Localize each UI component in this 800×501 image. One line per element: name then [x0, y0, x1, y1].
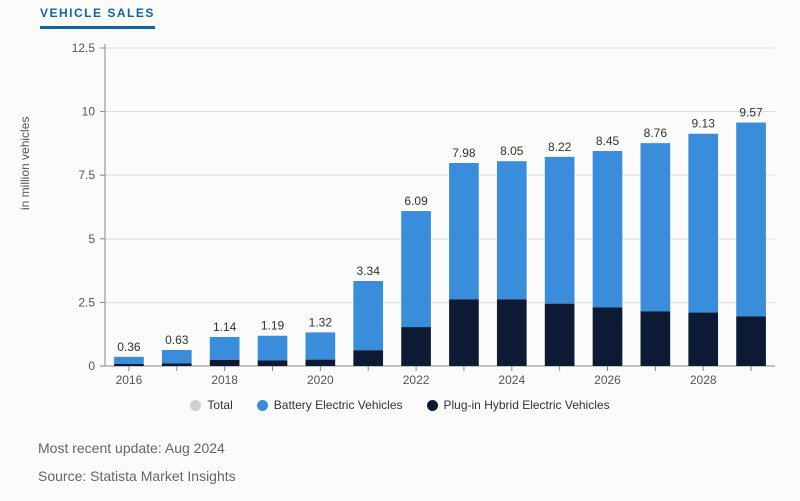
bar-value-label: 1.32: [309, 315, 333, 329]
bar-phev[interactable]: [497, 299, 527, 366]
legend-swatch: [190, 400, 201, 411]
bar-phev[interactable]: [353, 350, 383, 366]
y-tick-label: 5: [88, 232, 95, 246]
bar-phev[interactable]: [258, 360, 288, 366]
source-note: Source: Statista Market Insights: [38, 468, 236, 484]
x-tick-label: 2026: [594, 373, 621, 387]
legend-swatch: [257, 400, 268, 411]
bar-phev[interactable]: [688, 313, 718, 366]
legend-item[interactable]: Plug-in Hybrid Electric Vehicles: [427, 398, 610, 412]
y-tick-label: 12.5: [72, 41, 96, 55]
bar-value-label: 8.76: [644, 126, 668, 140]
bar-value-label: 8.45: [596, 134, 620, 148]
bar-value-label: 8.22: [548, 140, 572, 154]
bar-bev[interactable]: [641, 143, 671, 311]
bar-phev[interactable]: [210, 360, 240, 366]
bar-phev[interactable]: [545, 304, 575, 366]
y-tick-label: 0: [88, 359, 95, 373]
x-tick-label: 2016: [116, 373, 143, 387]
bar-value-label: 6.09: [404, 194, 428, 208]
x-tick-label: 2022: [403, 373, 430, 387]
bar-bev[interactable]: [449, 163, 479, 299]
bar-bev[interactable]: [497, 161, 527, 299]
update-note: Most recent update: Aug 2024: [38, 440, 225, 456]
bar-phev[interactable]: [641, 311, 671, 366]
x-tick-label: 2024: [498, 373, 525, 387]
bar-phev[interactable]: [736, 316, 766, 366]
bar-value-label: 1.14: [213, 320, 237, 334]
y-tick-label: 7.5: [78, 168, 95, 182]
x-tick-label: 2020: [307, 373, 334, 387]
legend: Total Battery Electric Vehicles Plug-in Hy…: [0, 398, 800, 414]
y-tick-label: 2.5: [78, 295, 95, 309]
bar-phev[interactable]: [114, 364, 144, 366]
bar-value-label: 9.57: [739, 106, 763, 120]
legend-item[interactable]: Battery Electric Vehicles: [257, 398, 403, 412]
bar-phev[interactable]: [162, 363, 192, 366]
bar-bev[interactable]: [688, 134, 718, 313]
bar-bev[interactable]: [258, 336, 288, 361]
bar-value-label: 9.13: [692, 117, 716, 131]
bar-phev[interactable]: [593, 307, 623, 366]
bar-bev[interactable]: [114, 357, 144, 364]
bar-value-label: 0.36: [117, 340, 141, 354]
bar-bev[interactable]: [736, 123, 766, 317]
legend-item[interactable]: Total: [190, 398, 232, 412]
y-tick-label: 10: [82, 105, 96, 119]
bar-bev[interactable]: [545, 157, 575, 304]
x-tick-label: 2018: [211, 373, 238, 387]
bar-bev[interactable]: [593, 151, 623, 307]
bar-bev[interactable]: [162, 350, 192, 363]
bar-value-label: 0.63: [165, 333, 189, 347]
legend-label: Total: [207, 398, 232, 412]
stacked-bar-chart: 0 2.5 5 7.5 10 12.5 0.36 2016 0.63 1.14 2018 1.19 1.…: [0, 0, 800, 400]
bar-bev[interactable]: [353, 281, 383, 350]
bar-value-label: 8.05: [500, 144, 524, 158]
legend-swatch: [427, 400, 438, 411]
bar-bev[interactable]: [401, 211, 431, 327]
bar-bev[interactable]: [306, 332, 336, 359]
bar-value-label: 7.98: [452, 146, 476, 160]
bar-phev[interactable]: [401, 327, 431, 366]
legend-label: Battery Electric Vehicles: [274, 398, 403, 412]
x-tick-label: 2028: [690, 373, 717, 387]
bar-bev[interactable]: [210, 337, 240, 360]
bar-phev[interactable]: [449, 299, 479, 366]
bar-value-label: 3.34: [357, 264, 381, 278]
chart-card: VEHICLE SALES in million vehicles 02.557…: [0, 0, 800, 501]
bar-phev[interactable]: [306, 360, 336, 366]
legend-label: Plug-in Hybrid Electric Vehicles: [444, 398, 610, 412]
bar-value-label: 1.19: [261, 319, 285, 333]
